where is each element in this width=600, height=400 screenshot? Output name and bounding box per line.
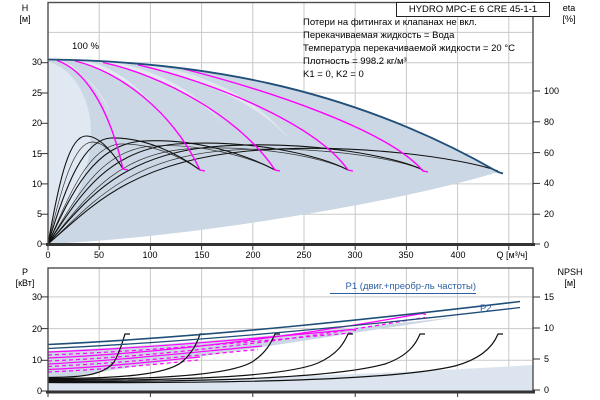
p-axis-name: P bbox=[21, 267, 28, 277]
bottom-chart-shading bbox=[48, 317, 533, 391]
eta-tick-20: 20 bbox=[544, 209, 555, 219]
p-tick-10: 10 bbox=[31, 355, 42, 365]
top-chart-speed-curves bbox=[56, 59, 429, 173]
eta-tick-80: 80 bbox=[544, 117, 555, 127]
eta-axis-unit: [%] bbox=[562, 14, 576, 24]
bottom-chart-grid bbox=[48, 268, 533, 392]
q-tick-250: 250 bbox=[296, 250, 312, 260]
q-tick-350: 350 bbox=[398, 250, 414, 260]
npsh-tick-5: 5 bbox=[544, 354, 550, 364]
top-chart-efficiency-curves bbox=[47, 135, 499, 245]
p1-curve bbox=[47, 300, 521, 346]
q-tick-300: 300 bbox=[347, 250, 363, 260]
p-tick-0: 0 bbox=[36, 386, 42, 396]
top-chart-axis-ticks bbox=[41, 62, 540, 250]
top-chart-operating-region bbox=[48, 59, 498, 244]
eta-axis-name: eta bbox=[562, 3, 576, 13]
bottom-chart-axis-ticks bbox=[41, 296, 540, 397]
h-tick-0: 0 bbox=[36, 239, 42, 249]
q-tick-50: 50 bbox=[93, 250, 104, 260]
npsh-tick-10: 10 bbox=[544, 323, 555, 333]
h-tick-15: 15 bbox=[31, 149, 42, 159]
info-line-5: K1 = 0, K2 = 0 bbox=[303, 69, 364, 80]
eta-tick-0: 0 bbox=[544, 240, 550, 250]
eta-tick-40: 40 bbox=[544, 178, 555, 188]
eta-tick-60: 60 bbox=[544, 148, 555, 158]
h-tick-10: 10 bbox=[31, 179, 42, 189]
h-tick-5: 5 bbox=[36, 209, 42, 219]
eta-tick-100: 100 bbox=[544, 86, 560, 96]
bottom-chart-frame bbox=[46, 267, 535, 394]
q-axis-unit: Q [м³/ч] bbox=[496, 250, 528, 260]
h-tick-20: 20 bbox=[31, 118, 42, 128]
info-line-3: Температура перекачиваемой жидкости = 20… bbox=[303, 43, 515, 54]
q-tick-0: 0 bbox=[45, 250, 51, 260]
p-tick-20: 20 bbox=[31, 324, 42, 334]
h-tick-30: 30 bbox=[31, 57, 42, 67]
h-axis-unit: [м] bbox=[19, 14, 31, 24]
q-tick-150: 150 bbox=[194, 250, 210, 260]
npsh-tick-15: 15 bbox=[544, 292, 555, 302]
npsh-tick-0: 0 bbox=[544, 385, 550, 395]
npsh-axis-name: NPSH bbox=[557, 267, 583, 277]
p-tick-30: 30 bbox=[31, 292, 42, 302]
speed-100-label: 100 % bbox=[72, 41, 99, 52]
info-line-1: Потери на фитингах и клапанах не вкл. bbox=[303, 17, 477, 28]
p-axis-unit: [кВт] bbox=[15, 278, 35, 288]
p2-curve bbox=[47, 306, 521, 350]
info-line-2: Перекачиваемая жидкость = Вода bbox=[303, 30, 455, 41]
p2-curve-label: P2 bbox=[480, 303, 492, 314]
q-tick-200: 200 bbox=[245, 250, 261, 260]
q-tick-100: 100 bbox=[142, 250, 158, 260]
npsh-axis-unit: [м] bbox=[564, 278, 576, 288]
h-tick-25: 25 bbox=[31, 88, 42, 98]
top-chart-max-speed-curve bbox=[47, 58, 504, 175]
chart-title: HYDRO MPC-E 6 CRE 45-1-1 bbox=[396, 2, 550, 17]
info-line-4: Плотность = 998.2 кг/м³ bbox=[303, 56, 407, 67]
p1-curve-label: P1 (двиг.+преобр-ль частоты) bbox=[330, 281, 476, 294]
q-tick-400: 400 bbox=[450, 250, 466, 260]
h-axis-name: H bbox=[21, 3, 29, 13]
power-curves bbox=[47, 312, 429, 373]
